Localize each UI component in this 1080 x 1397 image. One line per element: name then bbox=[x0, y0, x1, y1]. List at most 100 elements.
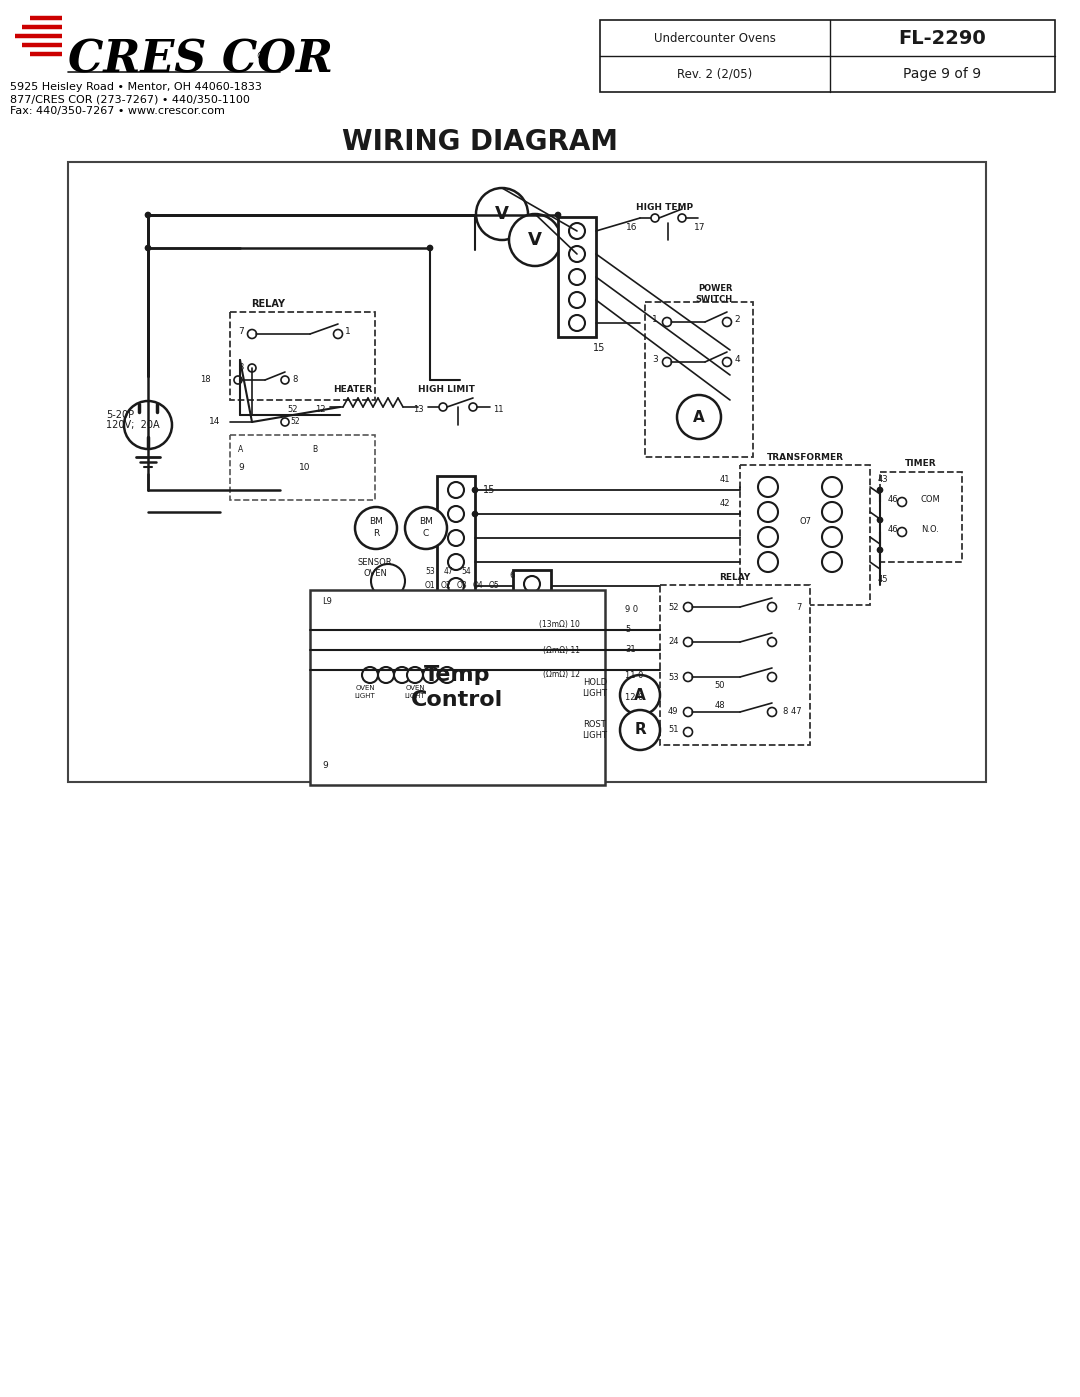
Circle shape bbox=[524, 602, 540, 617]
Circle shape bbox=[822, 502, 842, 522]
Text: 50: 50 bbox=[715, 680, 726, 690]
Circle shape bbox=[662, 317, 672, 327]
Text: C: C bbox=[423, 529, 429, 538]
Text: OVEN
LIGHT: OVEN LIGHT bbox=[354, 686, 376, 698]
Text: O5: O5 bbox=[488, 581, 499, 591]
Bar bbox=[740, 465, 870, 605]
Circle shape bbox=[822, 552, 842, 571]
Text: BM: BM bbox=[369, 517, 383, 525]
Circle shape bbox=[723, 317, 731, 327]
Circle shape bbox=[569, 270, 585, 285]
Circle shape bbox=[758, 527, 778, 548]
Text: Undercounter Ovens: Undercounter Ovens bbox=[654, 32, 775, 45]
Circle shape bbox=[247, 330, 257, 338]
Text: 2: 2 bbox=[734, 316, 740, 324]
Text: 12 0: 12 0 bbox=[625, 693, 644, 703]
Circle shape bbox=[684, 728, 692, 736]
Bar bbox=[600, 20, 1055, 92]
Circle shape bbox=[407, 666, 423, 683]
Text: 1: 1 bbox=[346, 327, 351, 337]
Bar bbox=[310, 590, 605, 785]
Text: ROST
LIGHT: ROST LIGHT bbox=[582, 721, 607, 739]
Circle shape bbox=[428, 246, 432, 250]
Text: 53: 53 bbox=[669, 672, 678, 682]
Text: 42: 42 bbox=[719, 499, 730, 507]
Circle shape bbox=[768, 707, 777, 717]
Text: 15: 15 bbox=[593, 344, 605, 353]
Circle shape bbox=[124, 401, 172, 448]
Text: V: V bbox=[528, 231, 542, 249]
Circle shape bbox=[897, 497, 906, 507]
Text: (ΩmΩ) 11: (ΩmΩ) 11 bbox=[543, 645, 580, 655]
Text: 47: 47 bbox=[443, 567, 453, 576]
Text: 54: 54 bbox=[461, 567, 471, 576]
Circle shape bbox=[448, 529, 464, 546]
Circle shape bbox=[569, 246, 585, 263]
Text: Temp: Temp bbox=[424, 665, 490, 685]
Circle shape bbox=[877, 548, 882, 552]
Circle shape bbox=[438, 666, 455, 683]
Text: 12: 12 bbox=[314, 405, 325, 414]
Circle shape bbox=[378, 666, 394, 683]
Text: 31: 31 bbox=[625, 645, 636, 655]
Circle shape bbox=[822, 476, 842, 497]
Circle shape bbox=[234, 376, 242, 384]
Circle shape bbox=[469, 402, 477, 411]
Circle shape bbox=[524, 629, 540, 644]
Circle shape bbox=[569, 292, 585, 307]
Circle shape bbox=[438, 402, 447, 411]
Text: 16: 16 bbox=[626, 224, 638, 232]
Circle shape bbox=[281, 376, 289, 384]
Text: 46: 46 bbox=[888, 496, 899, 504]
Text: 52: 52 bbox=[669, 602, 678, 612]
Text: WIRING DIAGRAM: WIRING DIAGRAM bbox=[342, 129, 618, 156]
Text: 43: 43 bbox=[878, 475, 889, 485]
Text: HEATER: HEATER bbox=[334, 384, 373, 394]
Text: 120V;  20A: 120V; 20A bbox=[106, 420, 160, 430]
Text: 48: 48 bbox=[715, 700, 726, 710]
Text: 7: 7 bbox=[797, 602, 802, 612]
Circle shape bbox=[569, 224, 585, 239]
Text: FL-2290: FL-2290 bbox=[899, 28, 986, 47]
Bar bbox=[230, 434, 375, 500]
Text: 1: 1 bbox=[652, 316, 658, 324]
Circle shape bbox=[897, 528, 906, 536]
Circle shape bbox=[448, 482, 464, 497]
Text: (ΩmΩ) 12: (ΩmΩ) 12 bbox=[543, 671, 580, 679]
Bar bbox=[513, 570, 551, 650]
Text: B: B bbox=[312, 446, 318, 454]
Circle shape bbox=[301, 446, 309, 454]
Circle shape bbox=[509, 214, 561, 265]
Text: 51: 51 bbox=[669, 725, 678, 735]
Text: BM: BM bbox=[419, 517, 433, 525]
Text: L9: L9 bbox=[322, 598, 332, 606]
Circle shape bbox=[877, 488, 882, 493]
Text: CRES COR: CRES COR bbox=[68, 39, 333, 81]
Circle shape bbox=[662, 358, 672, 366]
Circle shape bbox=[555, 212, 561, 218]
Text: RELAY: RELAY bbox=[251, 299, 285, 309]
Text: RELAY: RELAY bbox=[719, 573, 751, 581]
Circle shape bbox=[677, 395, 721, 439]
Text: O7: O7 bbox=[799, 517, 811, 527]
Circle shape bbox=[146, 246, 150, 250]
Circle shape bbox=[355, 507, 397, 549]
Text: Control: Control bbox=[411, 690, 503, 710]
Circle shape bbox=[684, 672, 692, 682]
Circle shape bbox=[448, 578, 464, 594]
Text: 18: 18 bbox=[200, 376, 211, 384]
Circle shape bbox=[248, 365, 256, 372]
Text: O2: O2 bbox=[441, 581, 451, 591]
Text: COM: COM bbox=[920, 496, 940, 504]
Text: 24: 24 bbox=[669, 637, 678, 647]
Text: 17: 17 bbox=[694, 224, 705, 232]
Circle shape bbox=[423, 666, 438, 683]
Circle shape bbox=[372, 564, 405, 598]
Text: 6: 6 bbox=[510, 571, 515, 581]
Text: 4: 4 bbox=[734, 355, 740, 365]
Circle shape bbox=[473, 511, 477, 517]
Text: 5925 Heisley Road • Mentor, OH 44060-1833: 5925 Heisley Road • Mentor, OH 44060-183… bbox=[10, 82, 261, 92]
Circle shape bbox=[678, 214, 686, 222]
Circle shape bbox=[684, 602, 692, 612]
Text: 15: 15 bbox=[483, 485, 496, 495]
